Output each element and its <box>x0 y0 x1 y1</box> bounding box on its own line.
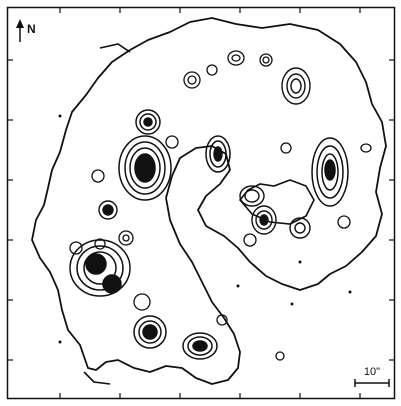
knot-south-east <box>251 205 277 235</box>
small-knots-east <box>216 142 372 361</box>
north-label: N <box>27 22 36 36</box>
knot-north-east <box>281 67 311 105</box>
plot-frame <box>6 6 396 400</box>
knot-left-arm <box>118 135 172 201</box>
north-arrow-head <box>16 19 24 28</box>
top-ticks <box>59 7 361 13</box>
knot-east-arm <box>311 137 349 207</box>
small-knots-top <box>183 50 273 89</box>
knot-lower-middle <box>182 332 218 360</box>
knot-east-mid <box>239 185 265 207</box>
scale-bar: 10" <box>354 366 390 387</box>
outer-contour <box>31 17 387 385</box>
left-ticks <box>7 59 13 361</box>
knot-lower-left <box>69 239 131 297</box>
knot-west-small <box>98 200 118 220</box>
outer-fragment-1 <box>99 43 131 53</box>
bottom-ticks <box>59 393 361 399</box>
knot-bottom <box>133 315 167 349</box>
small-knots-west <box>69 135 179 311</box>
scale-label: 10" <box>364 366 380 378</box>
north-arrow: N <box>16 19 36 42</box>
knot-south-east-2 <box>289 217 311 239</box>
specks <box>58 114 352 344</box>
outer-fragment-2 <box>83 371 111 385</box>
knot-center <box>205 135 231 173</box>
right-ticks <box>389 59 395 361</box>
knot-upper-middle <box>135 109 161 135</box>
